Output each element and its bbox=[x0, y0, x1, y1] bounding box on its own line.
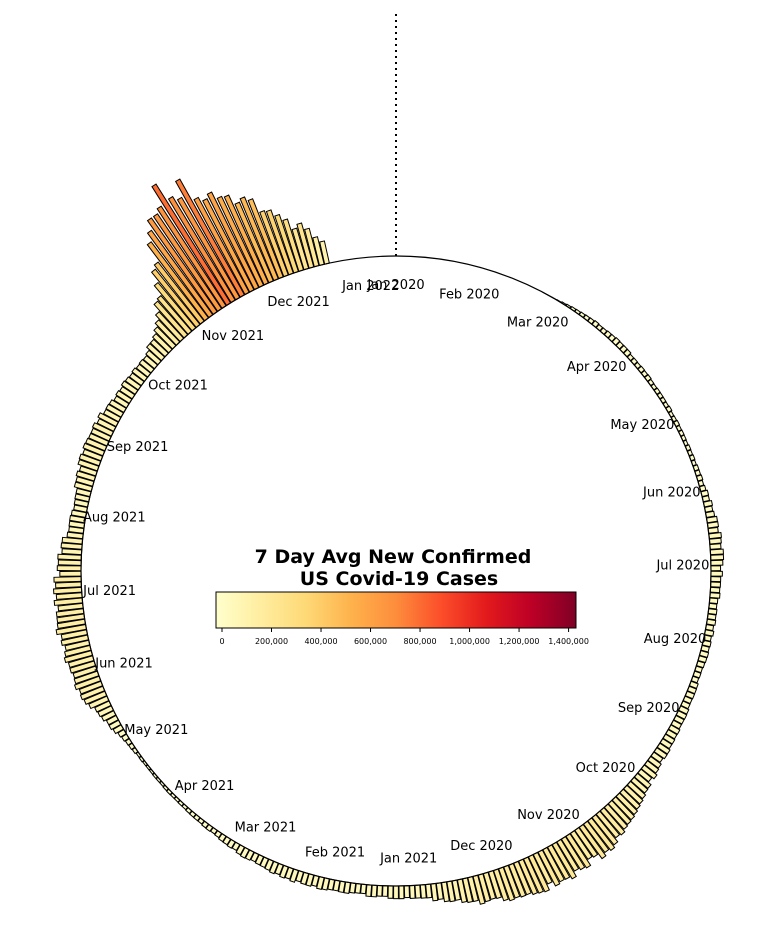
bar bbox=[56, 565, 82, 572]
bar bbox=[61, 548, 83, 556]
bar bbox=[710, 554, 725, 561]
month-label: Apr 2020 bbox=[567, 360, 627, 375]
bar bbox=[708, 602, 718, 610]
bar bbox=[707, 526, 719, 534]
colorbar-tick-label: 400,000 bbox=[304, 637, 337, 646]
bar bbox=[710, 570, 723, 577]
month-label: Apr 2021 bbox=[175, 779, 235, 794]
month-label: Oct 2021 bbox=[148, 378, 208, 393]
bar bbox=[354, 882, 362, 894]
bar bbox=[387, 885, 394, 899]
bar bbox=[414, 884, 422, 899]
bar bbox=[707, 608, 718, 615]
month-label: Dec 2020 bbox=[450, 839, 512, 854]
month-label: Jul 2020 bbox=[655, 559, 709, 574]
month-label: Mar 2020 bbox=[507, 315, 569, 330]
colorbar-ticks: 0 200,000 400,000 600,000 800,000 1,000,000 1,… bbox=[219, 628, 589, 646]
month-label: Nov 2020 bbox=[517, 808, 580, 823]
month-label: Nov 2021 bbox=[202, 329, 265, 344]
bar bbox=[710, 576, 722, 583]
bar bbox=[419, 884, 427, 899]
month-label: Dec 2021 bbox=[267, 295, 329, 310]
month-label: Feb 2020 bbox=[439, 288, 499, 303]
bar bbox=[55, 581, 82, 589]
colorbar-tick-label: 0 bbox=[219, 637, 224, 646]
colorbar-tick-label: 1,000,000 bbox=[449, 637, 490, 646]
bar bbox=[360, 883, 367, 895]
chart-title-line-1: 7 Day Avg New Confirmed bbox=[255, 546, 532, 568]
colorbar-tick-label: 1,200,000 bbox=[499, 637, 540, 646]
bar bbox=[710, 559, 724, 566]
colorbar-tick-label: 200,000 bbox=[255, 637, 288, 646]
bar bbox=[376, 884, 383, 897]
bar bbox=[370, 884, 378, 898]
month-label: Jan 2020 bbox=[366, 278, 424, 293]
month-labels: Jan 2020 Feb 2020 Mar 2020 Apr 2020 May 2020… bbox=[82, 278, 709, 867]
bar bbox=[425, 883, 433, 899]
bar bbox=[709, 586, 721, 594]
month-label: May 2021 bbox=[124, 723, 188, 738]
bar bbox=[708, 597, 719, 605]
month-label: Feb 2021 bbox=[305, 846, 365, 861]
month-label: Jan 2022 bbox=[341, 279, 399, 294]
bar bbox=[57, 553, 82, 561]
bar bbox=[709, 592, 721, 599]
month-label: Aug 2020 bbox=[644, 632, 707, 647]
bar bbox=[709, 548, 724, 556]
bar bbox=[53, 576, 82, 583]
bar bbox=[53, 586, 83, 595]
month-label: Sep 2021 bbox=[107, 440, 169, 455]
month-label: Jan 2021 bbox=[379, 852, 437, 867]
month-label: Jul 2021 bbox=[82, 584, 136, 599]
colorbar-tick-label: 600,000 bbox=[354, 637, 387, 646]
bar bbox=[709, 543, 722, 550]
bar bbox=[708, 537, 722, 545]
colorbar-tick-label: 800,000 bbox=[403, 637, 436, 646]
chart-title-line-2: US Covid-19 Cases bbox=[300, 568, 498, 590]
bar bbox=[710, 565, 722, 572]
bar bbox=[59, 570, 82, 577]
bar bbox=[710, 581, 722, 588]
bar bbox=[398, 885, 405, 900]
month-label: Mar 2021 bbox=[235, 821, 297, 836]
month-label: May 2020 bbox=[610, 418, 674, 433]
month-label: Jun 2021 bbox=[94, 657, 153, 672]
bar bbox=[57, 559, 82, 566]
bar bbox=[409, 884, 416, 899]
month-label: Sep 2020 bbox=[618, 701, 680, 716]
bar bbox=[393, 885, 399, 900]
bar bbox=[708, 532, 722, 540]
colorbar-tick-label: 1,400,000 bbox=[548, 637, 589, 646]
colorbar bbox=[215, 591, 577, 629]
bar bbox=[365, 884, 373, 898]
bar bbox=[382, 885, 389, 897]
month-label: Jun 2020 bbox=[642, 486, 701, 501]
bars-group bbox=[53, 178, 725, 905]
month-label: Oct 2020 bbox=[576, 761, 636, 776]
bar bbox=[403, 885, 411, 899]
month-label: Aug 2021 bbox=[83, 510, 146, 525]
